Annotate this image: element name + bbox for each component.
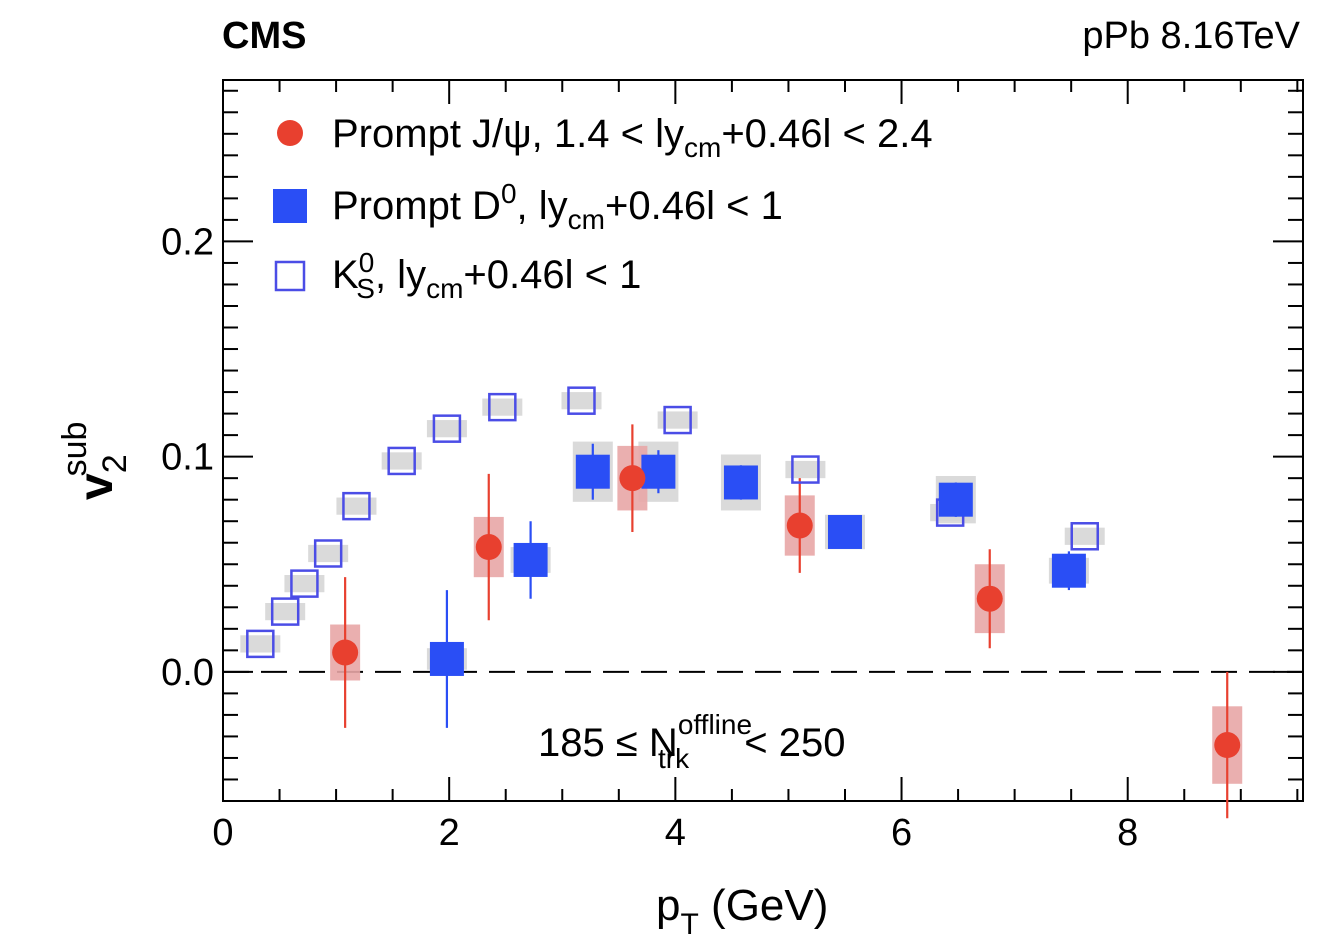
legend-marker-jpsi <box>277 120 303 146</box>
data-point-d0 <box>576 455 610 489</box>
data-point-d0 <box>514 543 548 577</box>
x-tick-label: 8 <box>1117 812 1138 854</box>
data-point-jpsi <box>787 513 813 539</box>
y-axis-title: v2sub <box>56 422 134 500</box>
data-point-d0 <box>641 455 675 489</box>
data-point-d0 <box>939 483 973 517</box>
legend-label-d0: Prompt D0, lycm+0.46l < 1 <box>332 178 783 235</box>
data-point-d0 <box>724 465 758 499</box>
x-axis-title: pT (GeV) <box>656 881 828 941</box>
collision-label: pPb 8.16TeV <box>1082 15 1300 57</box>
data-point-d0 <box>1052 554 1086 588</box>
y-tick-label: 0.1 <box>161 437 214 479</box>
data-point-jpsi <box>476 534 502 560</box>
data-point-d0 <box>430 642 464 676</box>
x-tick-label: 0 <box>212 812 233 854</box>
x-tick-label: 2 <box>439 812 460 854</box>
data-point-d0 <box>828 515 862 549</box>
x-tick-labels: 0 2 4 6 8 <box>212 812 1138 854</box>
y-tick-label: 0.2 <box>161 221 214 263</box>
legend-marker-ks0 <box>276 262 304 290</box>
data-point-jpsi <box>619 465 645 491</box>
legend-label-ks0: K0 S, lycm+0.46l < 1 <box>332 247 641 304</box>
data-point-jpsi <box>1214 732 1240 758</box>
legend-marker-d0 <box>273 189 307 223</box>
y-tick-labels: 0.0 0.1 0.2 <box>161 221 214 693</box>
x-tick-label: 6 <box>891 812 912 854</box>
legend-label-jpsi: Prompt J/ψ, 1.4 < lycm+0.46l < 2.4 <box>332 112 933 163</box>
data-point-jpsi <box>977 586 1003 612</box>
data-point-jpsi <box>332 639 358 665</box>
experiment-label: CMS <box>222 15 306 57</box>
y-tick-label: 0.0 <box>161 652 214 694</box>
data-markers <box>247 388 1240 758</box>
legend: Prompt J/ψ, 1.4 < lycm+0.46l < 2.4 Promp… <box>273 112 933 304</box>
multiplicity-annotation: 185 ≤ Noffline trk < 250 <box>538 709 845 774</box>
x-tick-label: 4 <box>665 812 686 854</box>
